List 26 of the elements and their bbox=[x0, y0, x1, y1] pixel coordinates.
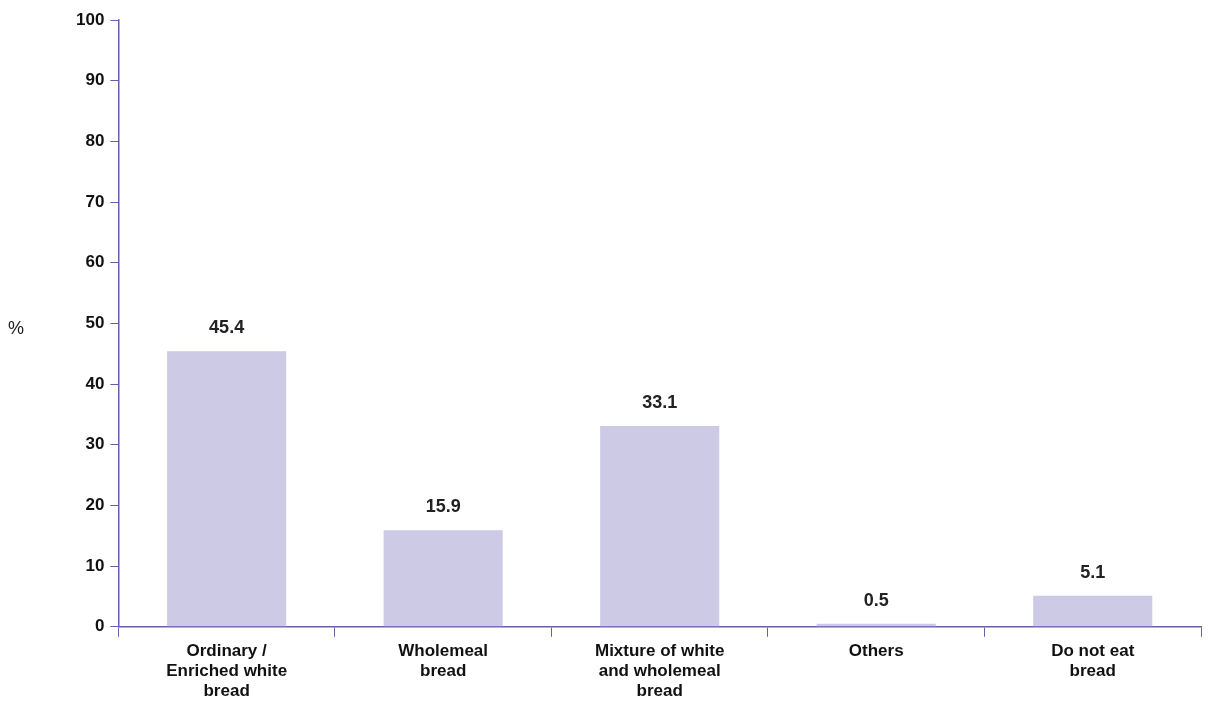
y-tick-label: 60 bbox=[85, 252, 105, 272]
data-label: 15.9 bbox=[425, 496, 461, 517]
y-axis-title: % bbox=[8, 318, 25, 339]
data-label: 45.4 bbox=[209, 317, 245, 338]
bar bbox=[1033, 595, 1153, 627]
bar bbox=[600, 425, 720, 627]
y-tick-label: 80 bbox=[85, 131, 105, 151]
x-tick-label: Do not eat bread bbox=[1051, 640, 1135, 681]
bar bbox=[383, 530, 503, 627]
y-tick-label: 40 bbox=[85, 373, 105, 393]
y-tick-label: 90 bbox=[85, 70, 105, 90]
data-label: 33.1 bbox=[642, 391, 678, 412]
y-tick-label: 20 bbox=[85, 495, 105, 515]
y-tick-label: 30 bbox=[85, 434, 105, 454]
x-tick-label: Wholemeal bread bbox=[398, 640, 489, 681]
y-tick-label: 70 bbox=[85, 191, 105, 211]
x-tick-label: Ordinary / Enriched white bread bbox=[166, 640, 288, 701]
y-tick-label: 100 bbox=[75, 9, 105, 29]
x-tick-label: Others bbox=[848, 640, 904, 660]
x-tick-label: Mixture of white and wholemeal bread bbox=[594, 640, 725, 701]
y-tick-label: 50 bbox=[85, 313, 105, 333]
y-tick-label: 0 bbox=[94, 616, 105, 636]
y-tick-label: 10 bbox=[85, 555, 105, 575]
bar bbox=[167, 351, 287, 627]
data-label: 5.1 bbox=[1080, 561, 1106, 582]
data-label: 0.5 bbox=[863, 589, 889, 610]
